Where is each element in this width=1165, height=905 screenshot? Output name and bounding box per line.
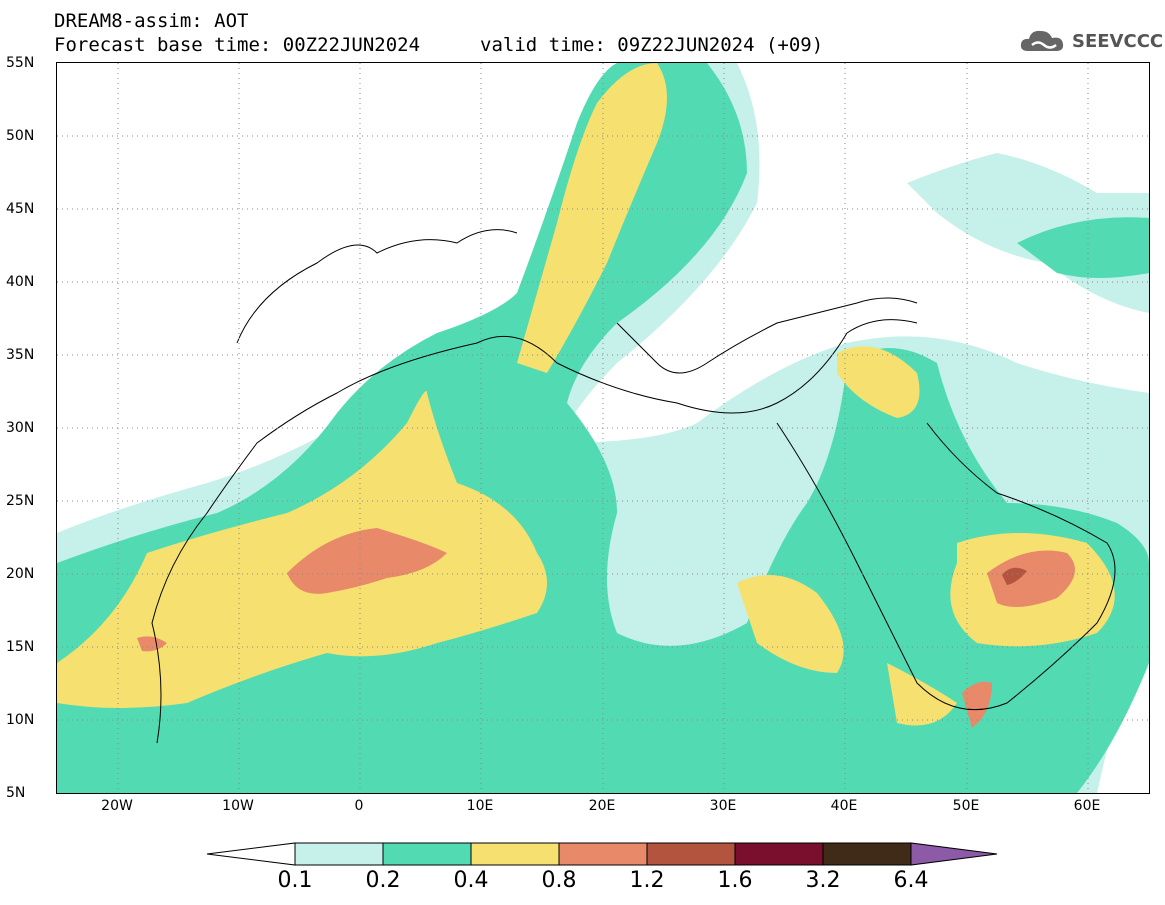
- lat-label: 10N: [6, 712, 35, 728]
- aot-field-0-4: [57, 63, 1115, 726]
- lon-label: 10W: [222, 798, 254, 814]
- lon-label: 20E: [588, 798, 616, 814]
- colorbar-high-arrow: [910, 842, 998, 866]
- coastlines: [151, 229, 1116, 744]
- colorbar-label: 0.4: [453, 868, 489, 893]
- colorbar-segment: [822, 842, 912, 866]
- lon-label: 30E: [709, 798, 737, 814]
- colorbar-label: 3.2: [805, 868, 841, 893]
- colorbar-segment: [734, 842, 824, 866]
- lat-label: 40N: [6, 274, 35, 290]
- lon-label: 60E: [1073, 798, 1101, 814]
- lat-label: 45N: [6, 201, 35, 217]
- colorbar: [206, 842, 998, 866]
- colorbar-segment: [558, 842, 648, 866]
- colorbar-label: 0.8: [541, 868, 577, 893]
- cloud-icon: [1020, 30, 1064, 51]
- lat-label: 50N: [6, 128, 35, 144]
- colorbar-label: 1.2: [629, 868, 665, 893]
- forecast-base-time: Forecast base time: 00Z22JUN2024: [54, 34, 421, 56]
- lon-label: 10E: [466, 798, 494, 814]
- colorbar-low-arrow: [206, 842, 296, 866]
- lat-label: 20N: [6, 566, 35, 582]
- map-canvas: [57, 63, 1149, 793]
- colorbar-label: 0.1: [277, 868, 313, 893]
- lat-label: 30N: [6, 420, 35, 436]
- aot-map: [56, 62, 1150, 794]
- lat-label: 15N: [6, 639, 35, 655]
- logo-text: SEEVCCC: [1072, 30, 1164, 52]
- lon-label: 20W: [101, 798, 133, 814]
- colorbar-segment: [646, 842, 736, 866]
- lat-lon-grid: [57, 63, 1149, 793]
- aot-field-0-8: [137, 528, 1075, 728]
- lat-label: 55N: [6, 55, 35, 71]
- lon-label: 40E: [830, 798, 858, 814]
- valid-time: valid time: 09Z22JUN2024 (+09): [480, 34, 824, 56]
- colorbar-label: 6.4: [893, 868, 929, 893]
- aot-field-1-2: [1002, 567, 1027, 585]
- colorbar-segment: [382, 842, 472, 866]
- lat-label: 5N: [6, 785, 26, 801]
- colorbar-segment: [294, 842, 384, 866]
- colorbar-label: 1.6: [717, 868, 753, 893]
- lat-label: 35N: [6, 347, 35, 363]
- lon-label: 50E: [952, 798, 980, 814]
- colorbar-segment: [470, 842, 560, 866]
- colorbar-label: 0.2: [365, 868, 401, 893]
- seevccc-logo: SEEVCCC: [1018, 26, 1163, 56]
- chart-title: DREAM8-assim: AOT: [54, 10, 249, 32]
- lon-label: 0: [354, 798, 364, 814]
- lat-label: 25N: [6, 493, 35, 509]
